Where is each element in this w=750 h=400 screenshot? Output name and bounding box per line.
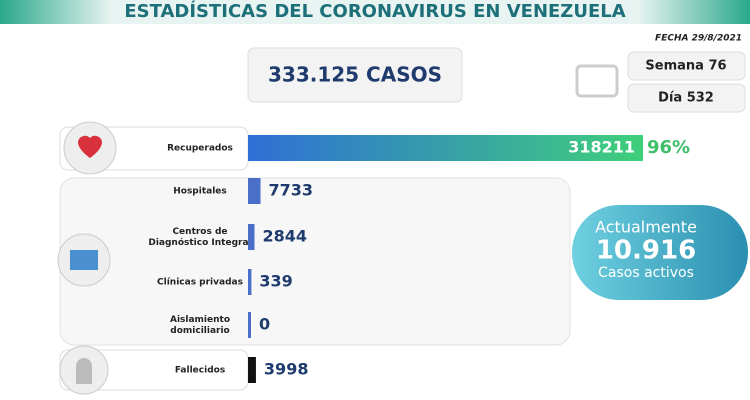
bar [248,357,256,383]
row-label: Fallecidos [175,366,225,376]
active-title: Actualmente [595,218,697,237]
active-subtitle: Casos activos [598,265,694,281]
bar [248,135,643,161]
tomb [76,358,92,384]
day: Día 532 [658,91,714,106]
bar [248,312,251,338]
bar [248,178,261,204]
heart [78,135,102,158]
date: FECHA 29/8/2021 [655,34,742,44]
active-box [572,205,748,300]
day-box [627,83,746,113]
row-label: Clínicas privadas [157,278,243,288]
value: 339 [259,272,292,291]
value: 3998 [264,360,309,379]
hospital [70,250,98,270]
week: Semana 76 [645,59,726,74]
row-label: domiciliario [170,326,229,336]
bar [248,269,252,295]
title: ESTADÍSTICAS DEL CORONAVIRUS EN VENEZUEL… [124,0,625,22]
row-label: Aislamiento [170,315,230,325]
value: 318211 [568,138,635,157]
value: 2844 [263,227,308,246]
total: 333.125 CASOS [268,63,442,87]
row-label: Recuperados [167,144,233,154]
header-band [0,0,750,24]
active-value: 10.916 [596,236,696,266]
bar [248,224,255,250]
row-label: Hospitales [173,187,227,197]
row-label: Centros de [172,227,227,237]
total-box [247,47,463,103]
value: 7733 [269,181,314,200]
week-box [627,51,746,81]
percent: 96% [647,137,690,158]
value: 0 [259,315,270,334]
row-label: Diagnóstico Integral [148,237,251,248]
calendar-icon [575,64,619,98]
group-box [59,177,571,346]
